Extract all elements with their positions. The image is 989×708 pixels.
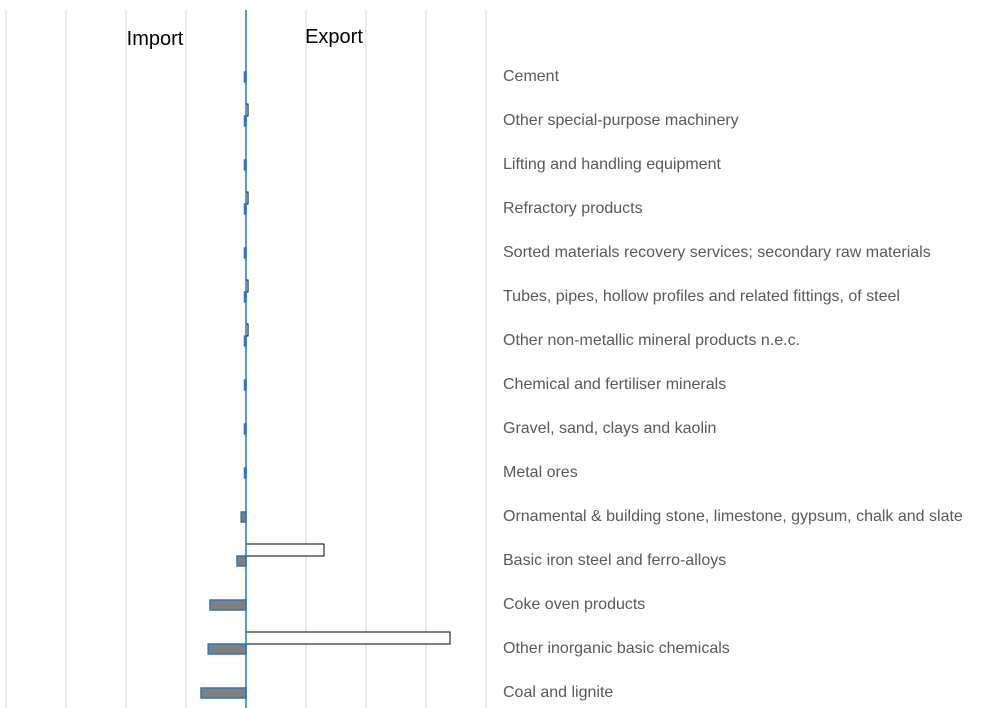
export-bar <box>245 631 451 645</box>
import-bar <box>209 599 247 611</box>
category-label: Sorted materials recovery services; seco… <box>503 244 931 261</box>
category-label: Metal ores <box>503 464 578 481</box>
import-label: Import <box>127 28 184 50</box>
export-label: Export <box>305 26 363 48</box>
category-labels: Cement Other special-purpose machinery Lif… <box>503 68 963 701</box>
category-label: Other non-metallic mineral products n.e.… <box>503 332 800 349</box>
category-label: Other special-purpose machinery <box>503 112 739 129</box>
category-label: Chemical and fertiliser minerals <box>503 376 726 393</box>
category-label: Cement <box>503 68 560 85</box>
category-label: Coke oven products <box>503 596 645 613</box>
category-label: Lifting and handling equipment <box>503 156 722 173</box>
gridlines <box>5 10 487 708</box>
import-bar <box>236 555 247 567</box>
category-label: Coal and lignite <box>503 684 613 701</box>
category-label: Other inorganic basic chemicals <box>503 640 730 657</box>
category-label: Refractory products <box>503 200 643 217</box>
bars <box>200 71 451 699</box>
import-bar <box>207 643 247 655</box>
category-label: Gravel, sand, clays and kaolin <box>503 420 716 437</box>
import-bar <box>200 687 247 699</box>
category-label: Basic iron steel and ferro-alloys <box>503 552 726 569</box>
export-bar <box>245 543 325 557</box>
category-label: Tubes, pipes, hollow profiles and relate… <box>503 288 900 305</box>
category-label: Ornamental & building stone, limestone, … <box>503 508 963 525</box>
